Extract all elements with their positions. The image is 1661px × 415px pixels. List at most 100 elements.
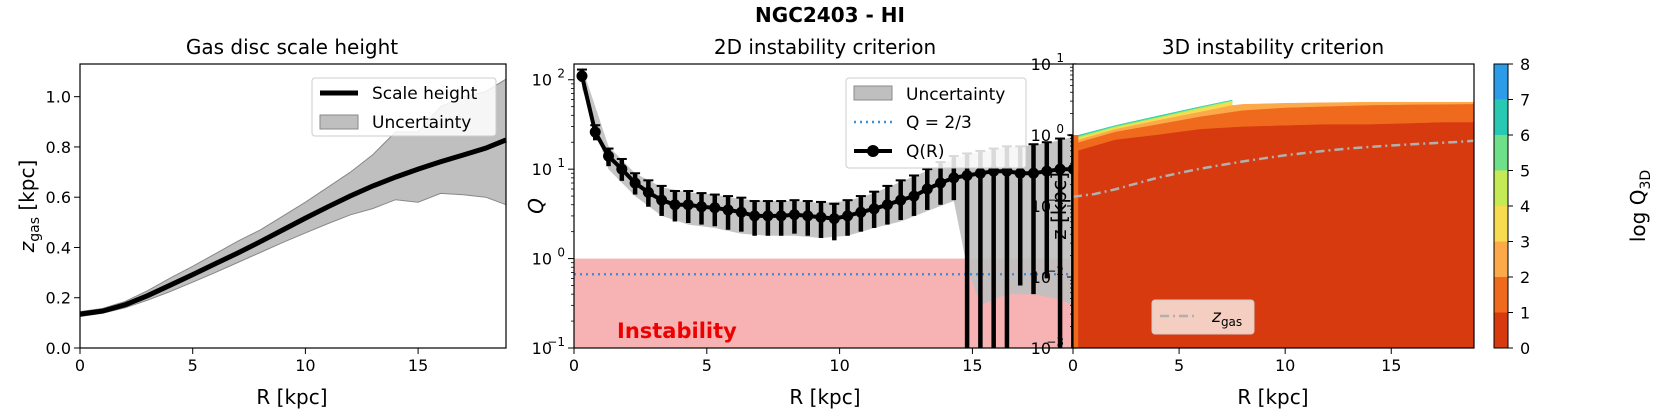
q-point xyxy=(881,199,893,211)
q-point xyxy=(669,199,681,211)
panel2-title: 2D instability criterion xyxy=(714,35,936,59)
panel1-legend-uncertainty: Uncertainty xyxy=(372,113,471,133)
q-point xyxy=(629,177,641,189)
q-point xyxy=(815,211,827,223)
q-point xyxy=(842,210,854,222)
instability-annotation: Instability xyxy=(617,319,737,343)
panel1-legend-band-swatch xyxy=(319,114,359,130)
panel3-plot-area xyxy=(1073,64,1474,348)
panel2-ytick-label: 10 xyxy=(532,250,552,269)
panel1-title: Gas disc scale height xyxy=(186,35,398,59)
panel1-ylabel: zgas [kpc] xyxy=(15,160,43,254)
panel2-xlabel: R [kpc] xyxy=(789,385,860,409)
q-point xyxy=(642,186,654,198)
panel2-xtick-label: 10 xyxy=(829,356,849,375)
panel3-legend: zgas xyxy=(1151,299,1255,335)
q-point xyxy=(1028,167,1040,179)
colorbar-segment xyxy=(1494,99,1508,135)
panel2-ylabel: Q xyxy=(524,198,548,214)
panel3-xtick-label: 10 xyxy=(1275,356,1295,375)
panel1-legend-scale-height: Scale height xyxy=(372,84,478,104)
colorbar-label-sub: 3D xyxy=(1638,170,1654,190)
panel2-ytick-exponent: 1 xyxy=(557,156,565,170)
q-point xyxy=(616,163,628,175)
colorbar-tick-label: 2 xyxy=(1520,268,1530,287)
q-point xyxy=(921,183,933,195)
q3d-contour-level xyxy=(1078,122,1474,348)
panel3-ylabel: z [kpc] xyxy=(1047,172,1071,240)
panel1-ytick-label: 1.0 xyxy=(46,88,71,107)
q-point xyxy=(868,203,880,215)
colorbar-tick-label: 0 xyxy=(1520,339,1530,358)
q-point xyxy=(722,204,734,216)
q-point xyxy=(656,194,668,206)
q-point xyxy=(576,70,588,82)
q-point xyxy=(961,169,973,181)
colorbar-segment xyxy=(1494,312,1508,348)
q-point xyxy=(1014,167,1026,179)
panel2-xtick-label: 5 xyxy=(702,356,712,375)
panel3-xtick-label: 0 xyxy=(1068,356,1078,375)
colorbar-tick-label: 3 xyxy=(1520,233,1530,252)
q-point xyxy=(749,210,761,222)
panel3-ytick-label: 10 xyxy=(1031,339,1051,358)
panel2-ytick-exponent: 2 xyxy=(557,67,565,81)
panel2-xtick-label: 15 xyxy=(962,356,982,375)
q-point xyxy=(974,167,986,179)
q-point xyxy=(1041,165,1053,177)
q-point xyxy=(775,210,787,222)
panel1-xlabel: R [kpc] xyxy=(256,385,327,409)
panel3-legend-zgas: zgas xyxy=(1211,307,1242,329)
panel-3d-instability: 3D instability criterion 0 5 10 1510−310−21… xyxy=(1031,35,1654,409)
q-point xyxy=(762,210,774,222)
panel1-xtick-label: 10 xyxy=(295,356,315,375)
panel1-ylabel-sub: gas xyxy=(27,217,43,242)
panel2-plot-area xyxy=(574,66,1076,348)
colorbar-tick-label: 8 xyxy=(1520,55,1530,74)
panel1-ytick-label: 0.8 xyxy=(46,138,71,157)
panel3-ytick-exponent: 0 xyxy=(1056,122,1064,136)
panel2-xtick-label: 0 xyxy=(569,356,579,375)
panel3-ytick-label: 10 xyxy=(1031,55,1051,74)
panel1-ytick-label: 0.2 xyxy=(46,289,71,308)
panel1-ytick-label: 0.6 xyxy=(46,188,71,207)
panel3-xtick-label: 15 xyxy=(1381,356,1401,375)
q-point xyxy=(682,199,694,211)
q-point xyxy=(935,177,947,189)
q3d-left-strip xyxy=(1073,135,1079,348)
panel3-ytick-exponent: −2 xyxy=(1046,264,1064,278)
q-uncertainty-band xyxy=(582,66,1074,306)
panel3-ytick-label: 10 xyxy=(1031,197,1051,216)
colorbar-segment xyxy=(1494,170,1508,206)
q-point xyxy=(589,126,601,138)
q-point xyxy=(948,172,960,184)
panel3-ytick-exponent: −1 xyxy=(1046,193,1064,207)
panel2-legend-band-swatch xyxy=(853,85,893,101)
q-point xyxy=(695,201,707,213)
colorbar xyxy=(1493,63,1509,349)
panel3-legend-zgas-main: z xyxy=(1211,307,1222,327)
panel2-ytick-exponent: −1 xyxy=(547,335,565,349)
q3d-left-strip-inner xyxy=(1078,172,1083,348)
panel3-title: 3D instability criterion xyxy=(1162,35,1384,59)
colorbar-tick-label: 5 xyxy=(1520,162,1530,181)
colorbar-tick-label: 6 xyxy=(1520,126,1530,145)
q-point xyxy=(709,202,721,214)
panel1-ylabel-unit: [kpc] xyxy=(15,160,39,217)
panel3-ytick-label: 10 xyxy=(1031,268,1051,287)
colorbar-segment xyxy=(1494,277,1508,313)
figure-suptitle: NGC2403 - HI xyxy=(755,3,905,27)
panel2-ytick-exponent: 0 xyxy=(557,246,565,260)
panel1-legend: Scale height Uncertainty xyxy=(311,77,497,137)
colorbar-tick-label: 4 xyxy=(1520,197,1530,216)
q-point xyxy=(855,206,867,218)
panel2-legend-q: Q(R) xyxy=(906,142,944,162)
q-point xyxy=(788,209,800,221)
q-point xyxy=(802,210,814,222)
panel2-ytick-label: 10 xyxy=(532,339,552,358)
panel3-ytick-exponent: 1 xyxy=(1056,51,1064,65)
panel2-ytick-label: 10 xyxy=(532,71,552,90)
panel2-legend-uncertainty: Uncertainty xyxy=(906,85,1005,105)
